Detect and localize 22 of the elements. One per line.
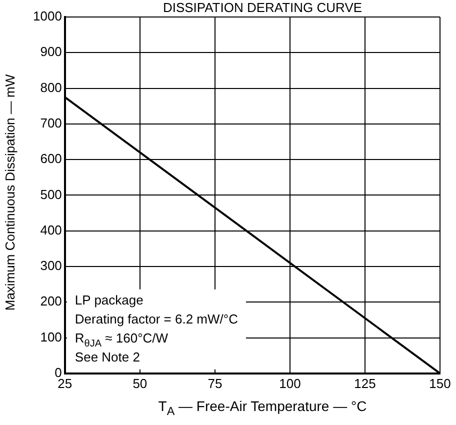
annotation: See Note 2: [74, 349, 140, 364]
x-tick-label: 50: [132, 376, 148, 391]
chart-title: DISSIPATION DERATING CURVE: [162, 0, 364, 15]
y-tick-label: 800: [40, 80, 62, 95]
y-tick-label: 400: [40, 222, 62, 238]
y-tick-label: 1000: [33, 8, 62, 24]
x-tick-label: 150: [429, 376, 451, 391]
y-axis-title: Maximum Continuous Dissipation — mW: [2, 73, 18, 313]
annotation: Derating factor = 6.2 mW/°C: [74, 311, 238, 326]
annotation: LP package: [74, 292, 144, 308]
x-tick-label: 75: [208, 376, 222, 391]
y-tick-label: 600: [40, 151, 62, 166]
y-tick-label: 900: [40, 44, 62, 60]
y-tick-label: 0: [54, 364, 62, 380]
x-axis-title: T$_{A}$ — Free-Air Temperature — °C: [157, 398, 368, 418]
y-tick-label: 700: [40, 116, 62, 130]
y-tick-label: 100: [40, 329, 62, 344]
x-tick-label: 100: [279, 376, 301, 391]
y-tick-label: 200: [40, 294, 62, 309]
x-tick-label: 125: [354, 376, 376, 391]
y-tick-label: 300: [40, 258, 62, 274]
y-tick-label: 500: [40, 186, 62, 202]
